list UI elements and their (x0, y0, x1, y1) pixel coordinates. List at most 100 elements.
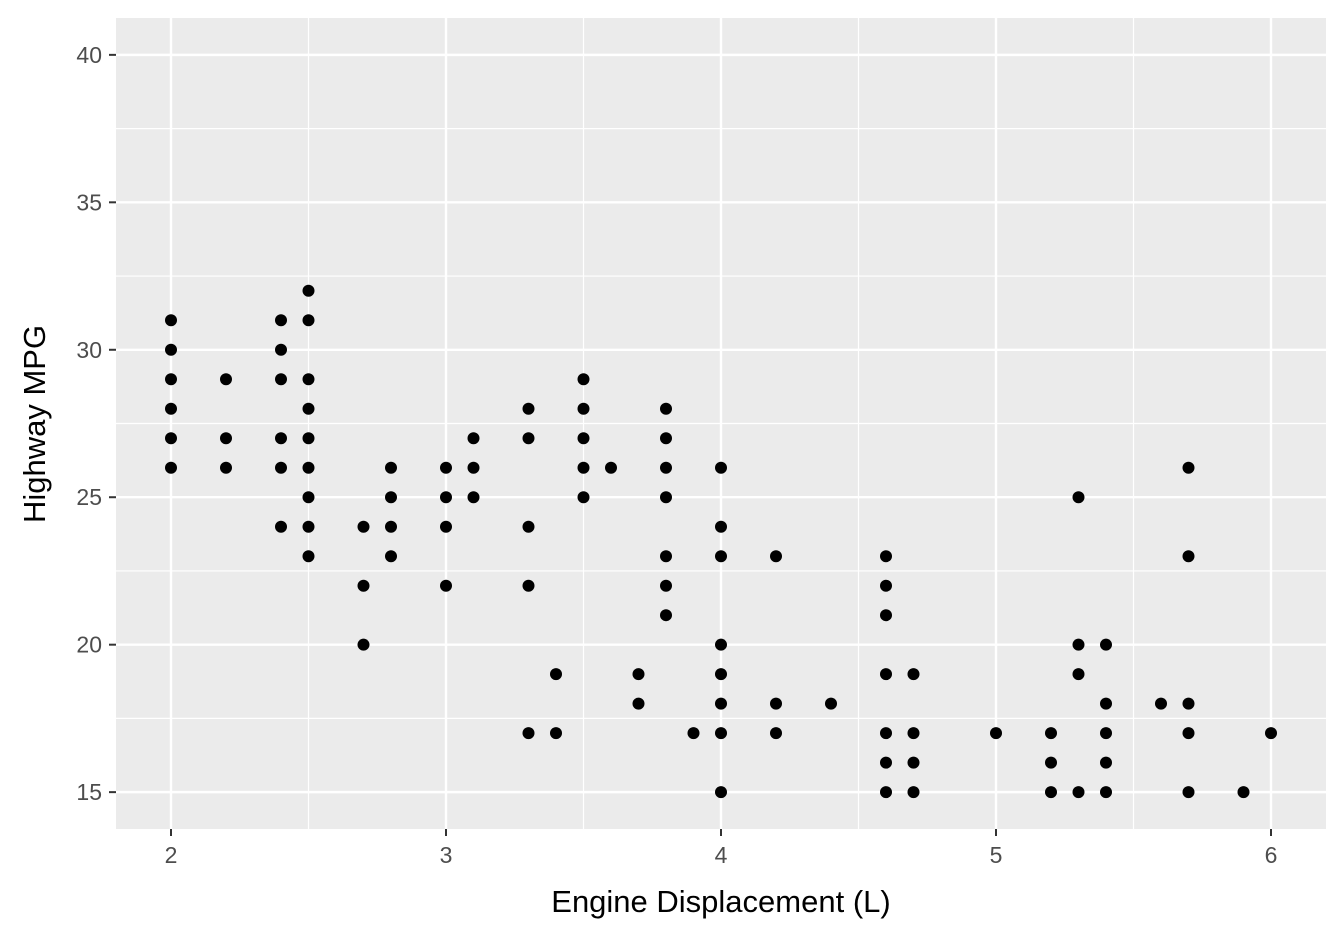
data-point (302, 314, 315, 327)
data-point (1072, 668, 1085, 681)
data-point (660, 491, 672, 504)
data-point (522, 727, 535, 740)
x-axis-ticks: 2 3 4 5 6 (165, 829, 1278, 868)
data-point (275, 461, 287, 474)
data-point (302, 402, 315, 415)
data-point (275, 314, 287, 327)
data-point (907, 668, 920, 681)
y-tick-label: 40 (76, 42, 102, 68)
data-point (907, 786, 920, 799)
x-axis-title: Engine Displacement (L) (551, 884, 890, 919)
data-point (1072, 491, 1085, 504)
data-point (880, 668, 892, 681)
data-point (1100, 638, 1112, 651)
data-point (660, 609, 672, 622)
data-point (880, 727, 892, 740)
data-point (770, 697, 782, 710)
data-point (220, 432, 232, 445)
data-point (165, 373, 177, 386)
data-point (1072, 786, 1085, 799)
data-point (467, 461, 480, 474)
data-point (440, 461, 452, 474)
data-point (825, 697, 837, 710)
data-point (275, 343, 287, 356)
data-point (632, 668, 645, 681)
data-point (522, 579, 535, 592)
y-tick-label: 30 (76, 337, 102, 363)
data-point (907, 756, 920, 769)
data-point (1100, 697, 1112, 710)
data-point (880, 609, 892, 622)
data-point (302, 432, 315, 445)
data-point (577, 432, 590, 445)
data-point (1265, 727, 1277, 740)
data-point (385, 520, 397, 533)
data-point (522, 520, 535, 533)
data-point (357, 520, 370, 533)
data-point (687, 727, 700, 740)
y-tick-label: 15 (76, 779, 102, 805)
data-point (770, 727, 782, 740)
x-tick-label: 4 (715, 842, 728, 868)
data-point (385, 550, 397, 563)
data-point (715, 550, 727, 563)
data-point (715, 697, 727, 710)
y-tick-label: 20 (76, 632, 102, 658)
data-point (1100, 786, 1112, 799)
data-point (275, 432, 287, 445)
data-point (577, 373, 590, 386)
data-point (302, 520, 315, 533)
data-point (660, 402, 672, 415)
data-point (880, 756, 892, 769)
data-point (990, 727, 1002, 740)
data-point (550, 668, 562, 681)
data-point (302, 284, 315, 297)
data-point (715, 638, 727, 651)
data-point (1155, 697, 1167, 710)
data-point (770, 550, 782, 563)
data-point (715, 520, 727, 533)
data-point (1045, 727, 1057, 740)
data-point (1182, 697, 1195, 710)
data-point (275, 373, 287, 386)
data-point (715, 786, 727, 799)
data-point (880, 786, 892, 799)
data-point (357, 579, 370, 592)
data-point (715, 668, 727, 681)
data-point (1045, 786, 1057, 799)
data-point (1100, 727, 1112, 740)
data-point (1182, 461, 1195, 474)
data-point (577, 461, 590, 474)
y-axis-title: Highway MPG (17, 325, 52, 523)
data-point (632, 697, 645, 710)
data-point (165, 314, 177, 327)
y-tick-label: 35 (76, 189, 102, 215)
data-point (440, 579, 452, 592)
data-point (660, 550, 672, 563)
data-point (522, 402, 535, 415)
data-point (440, 520, 452, 533)
data-point (440, 491, 452, 504)
data-point (302, 491, 315, 504)
data-point (660, 461, 672, 474)
data-point (522, 432, 535, 445)
data-point (1182, 786, 1195, 799)
data-point (165, 402, 177, 415)
data-point (220, 373, 232, 386)
data-point (1182, 727, 1195, 740)
data-point (1100, 756, 1112, 769)
data-point (467, 491, 480, 504)
data-point (550, 727, 562, 740)
data-points (165, 284, 1277, 799)
data-point (660, 579, 672, 592)
x-tick-label: 5 (990, 842, 1003, 868)
data-point (715, 727, 727, 740)
x-tick-label: 6 (1265, 842, 1278, 868)
data-point (385, 461, 397, 474)
data-point (880, 550, 892, 563)
data-point (302, 373, 315, 386)
data-point (165, 461, 177, 474)
x-tick-label: 3 (440, 842, 453, 868)
y-axis-ticks: 15 20 25 30 35 40 (76, 42, 116, 805)
